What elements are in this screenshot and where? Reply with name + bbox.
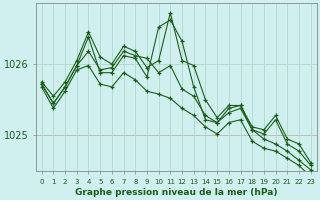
X-axis label: Graphe pression niveau de la mer (hPa): Graphe pression niveau de la mer (hPa) bbox=[75, 188, 277, 197]
